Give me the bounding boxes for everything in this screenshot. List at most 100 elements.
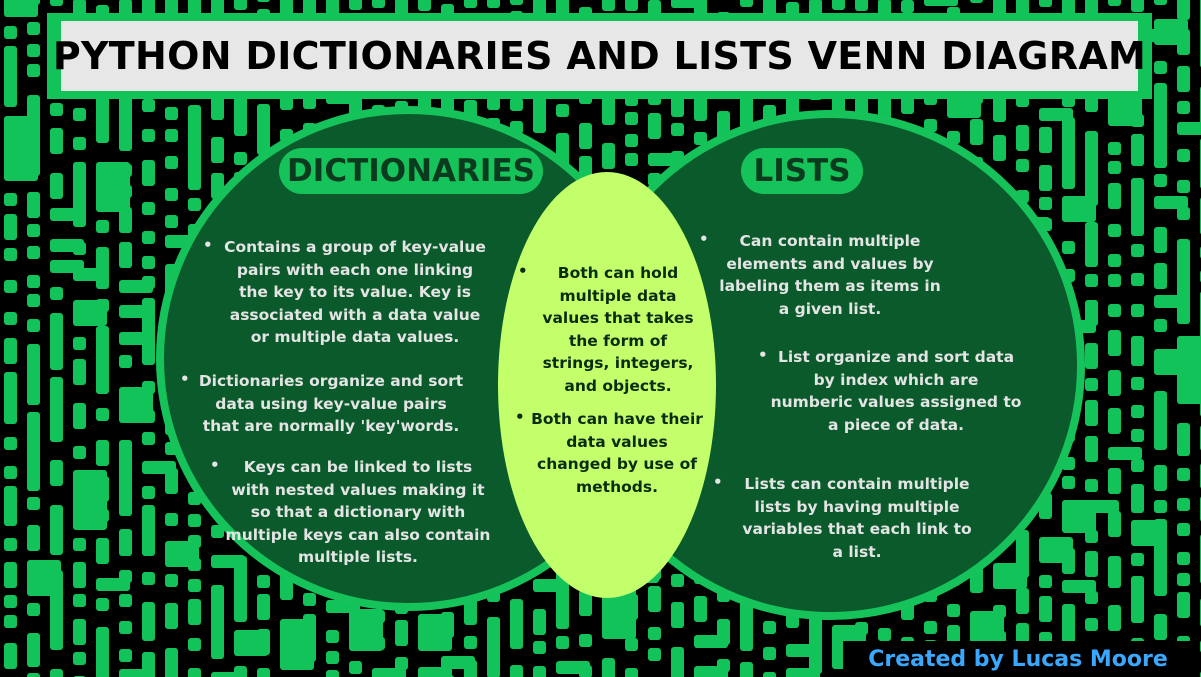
pattern-block xyxy=(1062,241,1075,254)
pattern-block xyxy=(50,313,63,370)
pattern-block xyxy=(832,0,845,10)
pattern-block xyxy=(1108,556,1121,588)
pattern-block xyxy=(4,643,17,669)
pattern-block xyxy=(73,446,86,459)
pattern-block xyxy=(1108,274,1121,287)
pattern-block xyxy=(50,669,63,677)
pattern-block xyxy=(1085,378,1098,391)
pattern-block xyxy=(1108,161,1121,174)
pattern-block xyxy=(96,408,109,421)
pattern-block xyxy=(27,673,40,677)
pattern-block xyxy=(142,298,155,365)
pattern-block xyxy=(50,287,63,300)
pattern-block xyxy=(4,280,17,293)
pattern-block xyxy=(533,641,546,654)
lists-item-1: Can contain multiple elements and values… xyxy=(719,232,941,318)
pattern-block xyxy=(96,326,109,394)
dictionaries-item-1: Contains a group of key-value pairs with… xyxy=(224,238,486,346)
pattern-block xyxy=(142,505,155,556)
pattern-block xyxy=(1177,523,1190,536)
pattern-block xyxy=(188,579,201,592)
pattern-block xyxy=(372,668,406,677)
pattern-block xyxy=(4,372,17,424)
pattern-block xyxy=(1131,304,1144,317)
pattern-block xyxy=(579,634,592,647)
pattern-block xyxy=(602,143,615,169)
pattern-block xyxy=(1177,552,1190,565)
pattern-block xyxy=(142,99,155,112)
pattern-block xyxy=(96,299,109,312)
pattern-block xyxy=(1062,117,1075,189)
pattern-block xyxy=(763,672,776,677)
pattern-block xyxy=(142,486,155,499)
pattern-block xyxy=(73,538,86,551)
pattern-block xyxy=(648,627,661,640)
pattern-block xyxy=(142,432,155,445)
pattern-block xyxy=(1154,391,1167,450)
pattern-block xyxy=(533,609,546,635)
bullet-icon: • xyxy=(758,346,768,364)
pattern-block xyxy=(1131,178,1144,236)
pattern-block xyxy=(165,468,178,494)
pattern-block xyxy=(27,224,40,237)
pattern-block xyxy=(188,558,201,571)
title-banner: PYTHON DICTIONARIES AND LISTS VENN DIAGR… xyxy=(47,13,1152,99)
pattern-block xyxy=(1108,183,1121,209)
pattern-block xyxy=(625,153,638,166)
pattern-block xyxy=(119,621,132,634)
pattern-block xyxy=(372,610,385,623)
pattern-block xyxy=(142,0,155,17)
pattern-block xyxy=(970,0,983,3)
pattern-block xyxy=(579,665,592,677)
pattern-block xyxy=(27,246,40,259)
pattern-block xyxy=(579,123,592,149)
pattern-block xyxy=(27,525,40,551)
pattern-block xyxy=(487,0,500,8)
pattern-block xyxy=(50,128,63,154)
pattern-block xyxy=(740,594,753,651)
pattern-block xyxy=(27,344,40,405)
pattern-block xyxy=(464,599,477,625)
pattern-block xyxy=(142,256,155,269)
pattern-block xyxy=(372,0,385,8)
pattern-block xyxy=(349,0,362,10)
pattern-block xyxy=(165,648,178,677)
pattern-block xyxy=(1131,134,1144,166)
pattern-block xyxy=(119,440,132,516)
pattern-block xyxy=(4,26,17,39)
pattern-block xyxy=(418,0,431,11)
pattern-block xyxy=(1085,343,1098,369)
pattern-block xyxy=(165,574,178,587)
pattern-block xyxy=(1177,0,1190,20)
lists-label: LISTS xyxy=(741,148,863,194)
pattern-block xyxy=(625,638,638,651)
pattern-block xyxy=(1177,423,1190,456)
pattern-block xyxy=(1085,500,1119,513)
pattern-block xyxy=(349,661,362,674)
pattern-block xyxy=(1154,614,1167,640)
pattern-block xyxy=(993,96,1006,122)
pattern-block xyxy=(1131,114,1144,127)
bullet-icon: • xyxy=(518,262,528,280)
pattern-block xyxy=(1085,274,1098,287)
pattern-block xyxy=(464,660,477,677)
pattern-block xyxy=(4,46,17,107)
pattern-block xyxy=(73,162,86,227)
pattern-block xyxy=(211,585,224,659)
pattern-block xyxy=(694,596,707,622)
pattern-block xyxy=(165,129,178,142)
pattern-block xyxy=(1154,61,1167,74)
pattern-block xyxy=(1016,588,1029,614)
pattern-block xyxy=(4,538,17,551)
pattern-block xyxy=(533,666,546,677)
pattern-block xyxy=(50,505,63,555)
pattern-block xyxy=(96,627,109,677)
pattern-block xyxy=(119,164,132,177)
pattern-block xyxy=(717,619,730,645)
pattern-block xyxy=(257,629,270,655)
pattern-block xyxy=(27,44,40,57)
pattern-block xyxy=(119,242,132,268)
pattern-block xyxy=(188,668,201,677)
pattern-block xyxy=(625,594,638,620)
pattern-block xyxy=(671,123,684,136)
